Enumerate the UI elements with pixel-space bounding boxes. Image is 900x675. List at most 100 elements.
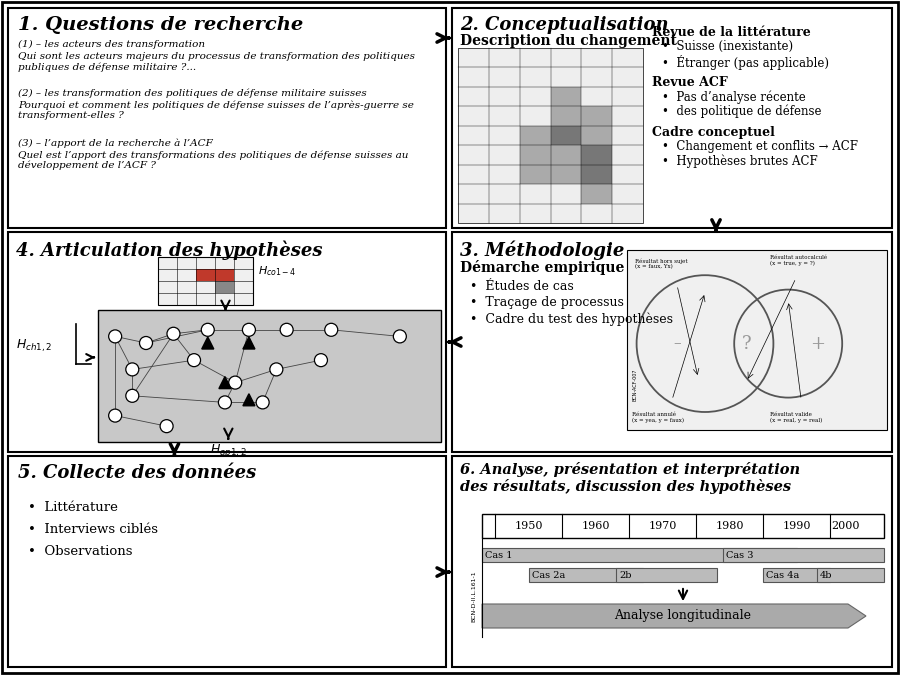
Text: BCN-ACF-007: BCN-ACF-007 xyxy=(633,369,637,401)
Polygon shape xyxy=(243,394,255,406)
Text: 2. Conceptualisation: 2. Conceptualisation xyxy=(460,16,669,34)
Text: 1960: 1960 xyxy=(581,521,610,531)
Bar xyxy=(724,548,884,562)
Text: 1980: 1980 xyxy=(716,521,744,531)
Text: •  Étranger (pas applicable): • Étranger (pas applicable) xyxy=(662,55,829,70)
Bar xyxy=(817,568,884,582)
Bar xyxy=(8,8,446,228)
Text: (1) – les acteurs des transformation: (1) – les acteurs des transformation xyxy=(18,40,205,49)
Bar xyxy=(616,568,716,582)
Text: 2b: 2b xyxy=(619,570,632,580)
Text: Pourquoi et comment les politiques de défense suisses de l’après-guerre se
trans: Pourquoi et comment les politiques de dé… xyxy=(18,100,414,120)
Text: Description du changement: Description du changement xyxy=(460,34,677,48)
Bar xyxy=(551,165,581,184)
Circle shape xyxy=(280,323,293,336)
Text: Cas 2a: Cas 2a xyxy=(532,570,565,580)
Bar xyxy=(482,514,884,538)
Text: Analyse longitudinale: Analyse longitudinale xyxy=(615,610,752,622)
Text: Résultat valide
(x = real, y = real): Résultat valide (x = real, y = real) xyxy=(770,412,823,423)
Text: Résultat autocalculé
(x = true, y = ?): Résultat autocalculé (x = true, y = ?) xyxy=(770,255,827,266)
Bar xyxy=(8,456,446,667)
Bar xyxy=(519,165,551,184)
Circle shape xyxy=(229,376,242,389)
FancyArrow shape xyxy=(482,604,866,628)
Bar xyxy=(763,568,831,582)
Text: Revue ACF: Revue ACF xyxy=(652,76,728,89)
Circle shape xyxy=(256,396,269,409)
Text: Qui sont les acteurs majeurs du processus de transformation des politiques
publi: Qui sont les acteurs majeurs du processu… xyxy=(18,52,415,72)
Circle shape xyxy=(219,396,231,409)
Text: 1950: 1950 xyxy=(515,521,543,531)
Bar xyxy=(482,548,796,562)
Circle shape xyxy=(270,363,283,376)
Bar xyxy=(215,269,234,281)
Bar xyxy=(581,184,612,204)
Text: •  des politique de défense: • des politique de défense xyxy=(662,104,822,117)
Bar xyxy=(452,232,892,452)
Bar xyxy=(581,107,612,126)
Circle shape xyxy=(126,363,139,376)
Text: ?: ? xyxy=(742,335,751,352)
Bar xyxy=(98,310,441,442)
Circle shape xyxy=(187,354,201,367)
Circle shape xyxy=(109,330,122,343)
Text: Cadre conceptuel: Cadre conceptuel xyxy=(652,126,775,139)
Bar xyxy=(551,107,581,126)
Circle shape xyxy=(393,330,406,343)
Bar xyxy=(581,165,612,184)
Text: Cas 3: Cas 3 xyxy=(726,551,753,560)
Polygon shape xyxy=(243,337,255,349)
Text: •  Études de cas: • Études de cas xyxy=(470,280,574,293)
Text: Résultat hors sujet
(x = faux, Yx): Résultat hors sujet (x = faux, Yx) xyxy=(635,258,688,269)
Text: –: – xyxy=(674,337,681,350)
Text: 1990: 1990 xyxy=(783,521,811,531)
Polygon shape xyxy=(202,337,214,349)
Text: •  Traçage de processus: • Traçage de processus xyxy=(470,296,624,309)
Bar xyxy=(551,145,581,165)
Text: $H_{ap1,2}$: $H_{ap1,2}$ xyxy=(210,442,247,459)
Text: •  Observations: • Observations xyxy=(28,545,132,558)
Text: Cas 4a: Cas 4a xyxy=(767,570,799,580)
Text: $H_{co1-4}$: $H_{co1-4}$ xyxy=(258,265,296,278)
Text: 4b: 4b xyxy=(820,570,832,580)
Bar xyxy=(581,165,612,184)
Bar xyxy=(458,48,643,223)
Text: (2) – les transformation des politiques de défense militaire suisses: (2) – les transformation des politiques … xyxy=(18,88,367,97)
Text: Résultat annulé
(x = yea, y = faux): Résultat annulé (x = yea, y = faux) xyxy=(632,412,684,423)
Text: Cas 1: Cas 1 xyxy=(485,551,512,560)
Bar xyxy=(519,145,551,165)
Circle shape xyxy=(126,389,139,402)
Bar xyxy=(215,281,234,293)
Bar xyxy=(551,87,581,107)
Circle shape xyxy=(140,337,152,350)
Text: •  Littérature: • Littérature xyxy=(28,501,118,514)
Bar xyxy=(581,145,612,165)
Circle shape xyxy=(202,323,214,336)
Text: 3. Méthodologie: 3. Méthodologie xyxy=(460,240,625,259)
Text: •  Suisse (inexistante): • Suisse (inexistante) xyxy=(662,40,793,53)
Text: •  Changement et conflits → ACF: • Changement et conflits → ACF xyxy=(662,140,858,153)
Text: 1970: 1970 xyxy=(649,521,677,531)
Text: •  Cadre du test des hypothèses: • Cadre du test des hypothèses xyxy=(470,312,673,325)
Text: Quel est l’apport des transformations des politiques de défense suisses au
dével: Quel est l’apport des transformations de… xyxy=(18,150,409,171)
Bar xyxy=(551,126,581,145)
Bar xyxy=(8,232,446,452)
Text: 4. Articulation des hypothèses: 4. Articulation des hypothèses xyxy=(16,240,322,259)
Text: 6. Analyse, présentation et interprétation
des résultats, discussion des hypothè: 6. Analyse, présentation et interprétati… xyxy=(460,462,800,494)
Circle shape xyxy=(167,327,180,340)
Bar xyxy=(519,126,551,145)
Circle shape xyxy=(242,323,256,336)
Text: (3) – l’apport de la recherche à l’ACF: (3) – l’apport de la recherche à l’ACF xyxy=(18,138,213,148)
Bar xyxy=(158,257,253,305)
Circle shape xyxy=(314,354,328,367)
Text: 2000: 2000 xyxy=(832,521,860,531)
Text: •  Pas d’analyse récente: • Pas d’analyse récente xyxy=(662,90,806,103)
Circle shape xyxy=(109,409,122,422)
Bar xyxy=(196,269,215,281)
Circle shape xyxy=(325,323,338,336)
Text: $H_{ch1,2}$: $H_{ch1,2}$ xyxy=(16,338,52,354)
Bar xyxy=(627,250,887,430)
Text: Démarche empirique: Démarche empirique xyxy=(460,260,625,275)
Text: +: + xyxy=(810,335,825,352)
Bar xyxy=(581,126,612,145)
